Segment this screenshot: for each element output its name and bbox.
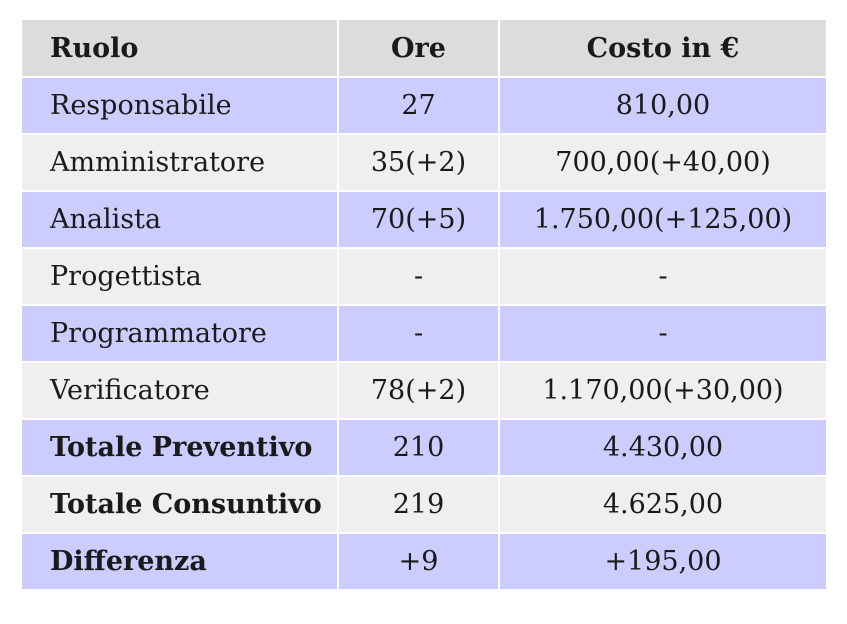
- header-role: Ruolo: [22, 20, 339, 78]
- table-row-responsabile: Responsabile 27 810,00: [22, 77, 826, 135]
- table-row-amministratore: Amministratore 35(+2) 700,00(+40,00): [22, 134, 826, 192]
- cell-hours: -: [338, 305, 500, 363]
- cell-cost: -: [499, 305, 826, 363]
- cost-table: Ruolo Ore Costo in € Responsabile 27 810…: [22, 20, 826, 591]
- cell-cost: +195,00: [499, 533, 826, 591]
- table-row-programmatore: Programmatore - -: [22, 305, 826, 363]
- cell-hours: 210: [338, 419, 500, 477]
- cell-cost: 1.170,00(+30,00): [499, 362, 826, 420]
- cell-cost: 700,00(+40,00): [499, 134, 826, 192]
- cell-role: Programmatore: [22, 305, 339, 363]
- cell-role: Amministratore: [22, 134, 339, 192]
- cell-cost: 810,00: [499, 77, 826, 135]
- cell-role: Verificatore: [22, 362, 339, 420]
- header-hours: Ore: [338, 20, 500, 78]
- cost-table-container: Ruolo Ore Costo in € Responsabile 27 810…: [22, 20, 826, 591]
- header-cost: Costo in €: [499, 20, 826, 78]
- table-row-progettista: Progettista - -: [22, 248, 826, 306]
- table-row-analista: Analista 70(+5) 1.750,00(+125,00): [22, 191, 826, 249]
- cell-cost: 4.430,00: [499, 419, 826, 477]
- cell-hours: 70(+5): [338, 191, 500, 249]
- cell-role: Totale Consuntivo: [22, 476, 339, 534]
- cell-hours: +9: [338, 533, 500, 591]
- cell-role: Totale Preventivo: [22, 419, 339, 477]
- table-header-row: Ruolo Ore Costo in €: [22, 20, 826, 78]
- cell-role: Analista: [22, 191, 339, 249]
- cell-role: Progettista: [22, 248, 339, 306]
- cell-hours: 35(+2): [338, 134, 500, 192]
- cell-cost: 1.750,00(+125,00): [499, 191, 826, 249]
- table-row-differenza: Differenza +9 +195,00: [22, 533, 826, 591]
- table-row-verificatore: Verificatore 78(+2) 1.170,00(+30,00): [22, 362, 826, 420]
- cell-cost: -: [499, 248, 826, 306]
- cell-hours: 27: [338, 77, 500, 135]
- cell-hours: 219: [338, 476, 500, 534]
- cell-hours: -: [338, 248, 500, 306]
- cell-role: Differenza: [22, 533, 339, 591]
- cell-hours: 78(+2): [338, 362, 500, 420]
- cell-role: Responsabile: [22, 77, 339, 135]
- cell-cost: 4.625,00: [499, 476, 826, 534]
- table-row-totale-preventivo: Totale Preventivo 210 4.430,00: [22, 419, 826, 477]
- table-row-totale-consuntivo: Totale Consuntivo 219 4.625,00: [22, 476, 826, 534]
